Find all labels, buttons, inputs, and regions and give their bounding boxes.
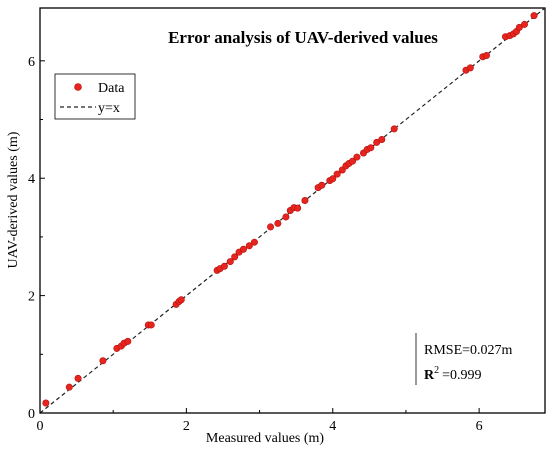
stats-annotation: RMSE=0.027m R2 =0.999 <box>415 333 513 385</box>
data-point <box>42 399 50 407</box>
data-point <box>294 204 302 212</box>
x-axis-label: Measured values (m) <box>206 431 325 446</box>
data-point <box>301 197 309 205</box>
y-tick-label: 6 <box>28 55 35 70</box>
data-point <box>390 125 398 133</box>
legend: Data y=x <box>54 73 136 120</box>
r2-value: =0.999 <box>442 368 481 383</box>
data-point <box>318 181 326 189</box>
data-point <box>239 245 247 253</box>
data-points <box>42 12 538 407</box>
data-point <box>274 219 282 227</box>
y-tick-label: 2 <box>28 290 35 305</box>
data-point <box>250 238 258 246</box>
data-point <box>482 52 490 60</box>
data-point <box>147 321 155 329</box>
data-point <box>521 20 529 28</box>
data-point <box>177 296 185 304</box>
data-point <box>74 374 82 382</box>
data-point <box>65 383 73 391</box>
data-point <box>267 223 275 231</box>
legend-marker-data <box>74 83 82 91</box>
data-point <box>367 144 375 152</box>
y-tick-label: 0 <box>28 407 35 422</box>
legend-label-data: Data <box>98 81 125 96</box>
data-point <box>99 357 107 365</box>
data-point <box>349 157 357 165</box>
data-point <box>353 153 361 161</box>
y-axis: 0 2 4 6 <box>28 55 45 422</box>
data-point <box>378 135 386 143</box>
r2-exponent: 2 <box>434 365 439 376</box>
x-tick-label: 6 <box>476 419 483 434</box>
data-point <box>226 258 234 266</box>
r2-text: R2 =0.999 <box>424 365 482 383</box>
data-point <box>220 262 228 270</box>
x-tick-label: 0 <box>37 419 44 434</box>
y-axis-label: UAV-derived values (m) <box>6 131 21 268</box>
data-point <box>333 170 341 178</box>
x-axis: 0 2 4 6 <box>37 408 483 434</box>
x-tick-label: 2 <box>183 419 190 434</box>
data-point <box>530 12 538 20</box>
r2-letter: R <box>424 368 435 383</box>
data-point <box>124 337 132 345</box>
data-point <box>373 138 381 146</box>
data-point <box>282 213 290 221</box>
x-tick-label: 4 <box>329 419 336 434</box>
data-point <box>515 23 523 31</box>
data-point <box>466 64 474 72</box>
data-point <box>231 253 239 261</box>
legend-label-line: y=x <box>98 101 120 116</box>
data-point <box>329 175 337 183</box>
legend-box <box>54 73 136 120</box>
chart-title: Error analysis of UAV-derived values <box>168 28 438 47</box>
rmse-text: RMSE=0.027m <box>424 343 513 358</box>
y-tick-label: 4 <box>28 172 35 187</box>
data-point <box>245 242 253 250</box>
